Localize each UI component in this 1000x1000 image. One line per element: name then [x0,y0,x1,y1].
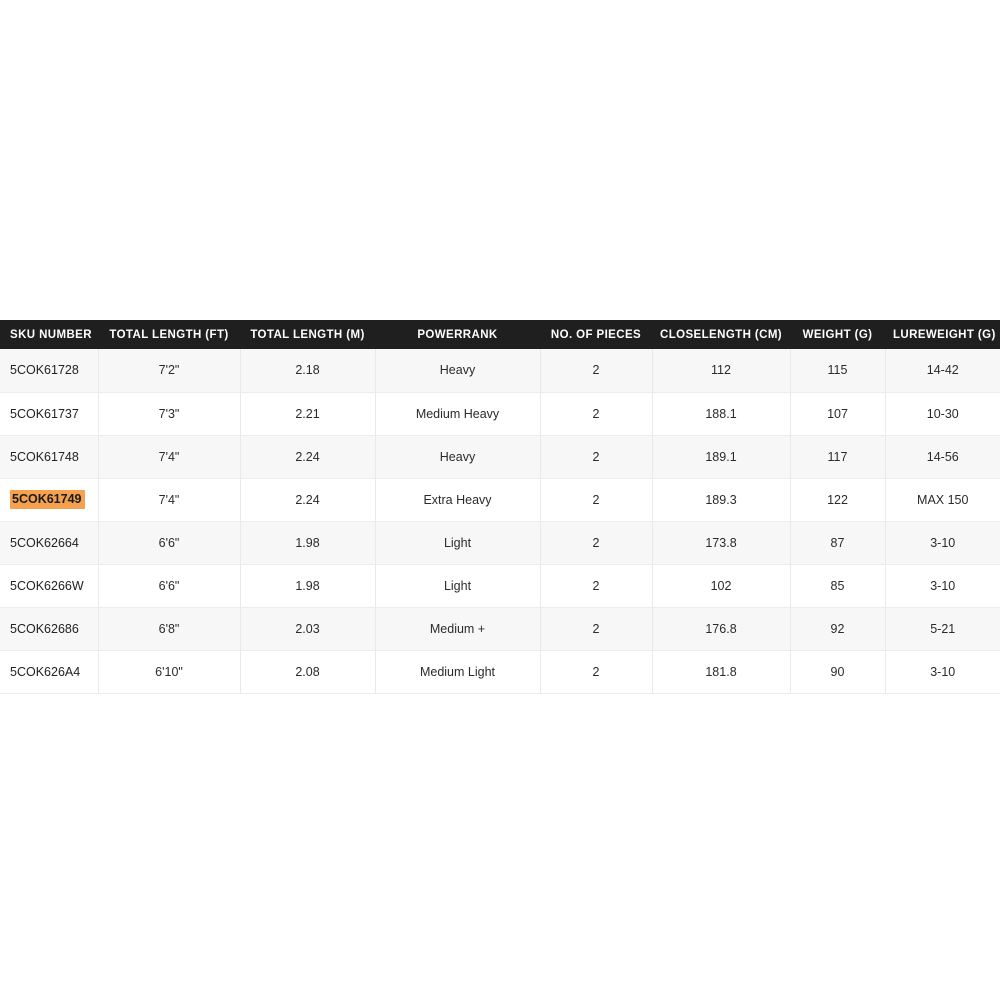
cell-pieces: 2 [540,478,653,522]
cell-lureweight: 3-10 [885,564,1000,608]
cell-sku: 5COK61728 [0,349,99,393]
cell-pieces: 2 [540,650,653,694]
cell-length_ft: 6'6" [98,521,241,565]
cell-pieces: 2 [540,435,653,479]
cell-powerrank: Extra Heavy [375,478,541,522]
cell-powerrank: Light [375,564,541,608]
table-row[interactable]: 5COK61748 7'4" 2.24 Heavy 2 189.1 117 14-56 [0,435,1000,479]
column-header-pieces[interactable]: NO. OF PIECES [540,320,652,349]
table-row[interactable]: 5COK61737 7'3" 2.21 Medium Heavy 2 188.1 107 10… [0,392,1000,436]
cell-sku: 5COK62664 [0,521,99,565]
cell-lureweight: 3-10 [885,521,1000,565]
cell-length_m: 2.08 [240,650,376,694]
cell-sku: 5COK61737 [0,392,99,436]
column-header-closelength[interactable]: CLOSELENGTH (CM) [652,320,790,349]
cell-closelength: 188.1 [652,392,791,436]
cell-weight: 122 [790,478,886,522]
cell-lureweight: 14-56 [885,435,1000,479]
cell-weight: 117 [790,435,886,479]
table-row[interactable]: 5COK626A4 6'10" 2.08 Medium Light 2 181.8 90 3-… [0,650,1000,694]
column-header-lureweight[interactable]: LUREWEIGHT (G) [885,320,1000,349]
cell-sku: 5COK62686 [0,607,99,651]
column-header-length-ft[interactable]: TOTAL LENGTH (FT) [98,320,240,349]
cell-length_m: 2.21 [240,392,376,436]
cell-length_m: 2.24 [240,435,376,479]
cell-powerrank: Heavy [375,435,541,479]
cell-closelength: 112 [652,349,791,393]
cell-weight: 92 [790,607,886,651]
cell-pieces: 2 [540,564,653,608]
cell-length_m: 2.03 [240,607,376,651]
table-row[interactable]: 5COK61728 7'2" 2.18 Heavy 2 112 115 14-42 [0,349,1000,393]
cell-lureweight: 14-42 [885,349,1000,393]
column-header-length-m[interactable]: TOTAL LENGTH (M) [240,320,375,349]
column-header-powerrank[interactable]: POWERRANK [375,320,540,349]
cell-pieces: 2 [540,349,653,393]
rod-specification-table: SKU NUMBER TOTAL LENGTH (FT) TOTAL LENGT… [0,320,1000,694]
cell-weight: 85 [790,564,886,608]
cell-weight: 107 [790,392,886,436]
cell-sku: 5COK61748 [0,435,99,479]
cell-length_m: 1.98 [240,564,376,608]
sku-highlight: 5COK61749 [10,489,85,510]
spec-table-container: SKU NUMBER TOTAL LENGTH (FT) TOTAL LENGT… [0,320,1000,694]
table-row[interactable]: 5COK62686 6'8" 2.03 Medium +2 176.8 92 5-21 [0,607,1000,651]
cell-sku: 5COK626A4 [0,650,99,694]
cell-closelength: 102 [652,564,791,608]
table-header: SKU NUMBER TOTAL LENGTH (FT) TOTAL LENGT… [0,320,1000,349]
cell-lureweight: 3-10 [885,650,1000,694]
cell-length_ft: 7'3" [98,392,241,436]
cell-length_ft: 6'6" [98,564,241,608]
cell-lureweight: 5-21 [885,607,1000,651]
cell-length_ft: 7'4" [98,435,241,479]
table-row[interactable]: 5COK6266W 6'6" 1.98 Light 2 102 85 3-10 [0,564,1000,608]
cell-pieces: 2 [540,607,653,651]
column-header-sku[interactable]: SKU NUMBER [0,320,98,349]
column-header-weight[interactable]: WEIGHT (G) [790,320,885,349]
cell-sku: 5COK61749 [0,478,99,522]
cell-closelength: 189.3 [652,478,791,522]
table-body: 5COK61728 7'2" 2.18 Heavy 2 112 115 14-42 5COK61… [0,349,1000,694]
cell-closelength: 189.1 [652,435,791,479]
cell-length_ft: 6'8" [98,607,241,651]
cell-length_ft: 7'4" [98,478,241,522]
cell-powerrank: Medium Heavy [375,392,541,436]
cell-powerrank: Medium Light [375,650,541,694]
cell-weight: 87 [790,521,886,565]
cell-length_m: 2.24 [240,478,376,522]
cell-weight: 115 [790,349,886,393]
cell-closelength: 173.8 [652,521,791,565]
cell-powerrank: Light [375,521,541,565]
cell-length_m: 2.18 [240,349,376,393]
cell-sku: 5COK6266W [0,564,99,608]
cell-weight: 90 [790,650,886,694]
cell-closelength: 181.8 [652,650,791,694]
cell-pieces: 2 [540,392,653,436]
table-row[interactable]: 5COK62664 6'6" 1.98 Light 2 173.8 87 3-10 [0,521,1000,565]
cell-closelength: 176.8 [652,607,791,651]
cell-length_ft: 6'10" [98,650,241,694]
table-header-row: SKU NUMBER TOTAL LENGTH (FT) TOTAL LENGT… [0,320,1000,349]
cell-lureweight: MAX 150 [885,478,1000,522]
cell-length_ft: 7'2" [98,349,241,393]
cell-pieces: 2 [540,521,653,565]
table-row[interactable]: 5COK61749 7'4" 2.24 Extra Heavy 2 189.3 122 MAX… [0,478,1000,522]
cell-powerrank: Medium + [375,607,541,651]
cell-lureweight: 10-30 [885,392,1000,436]
cell-length_m: 1.98 [240,521,376,565]
cell-powerrank: Heavy [375,349,541,393]
